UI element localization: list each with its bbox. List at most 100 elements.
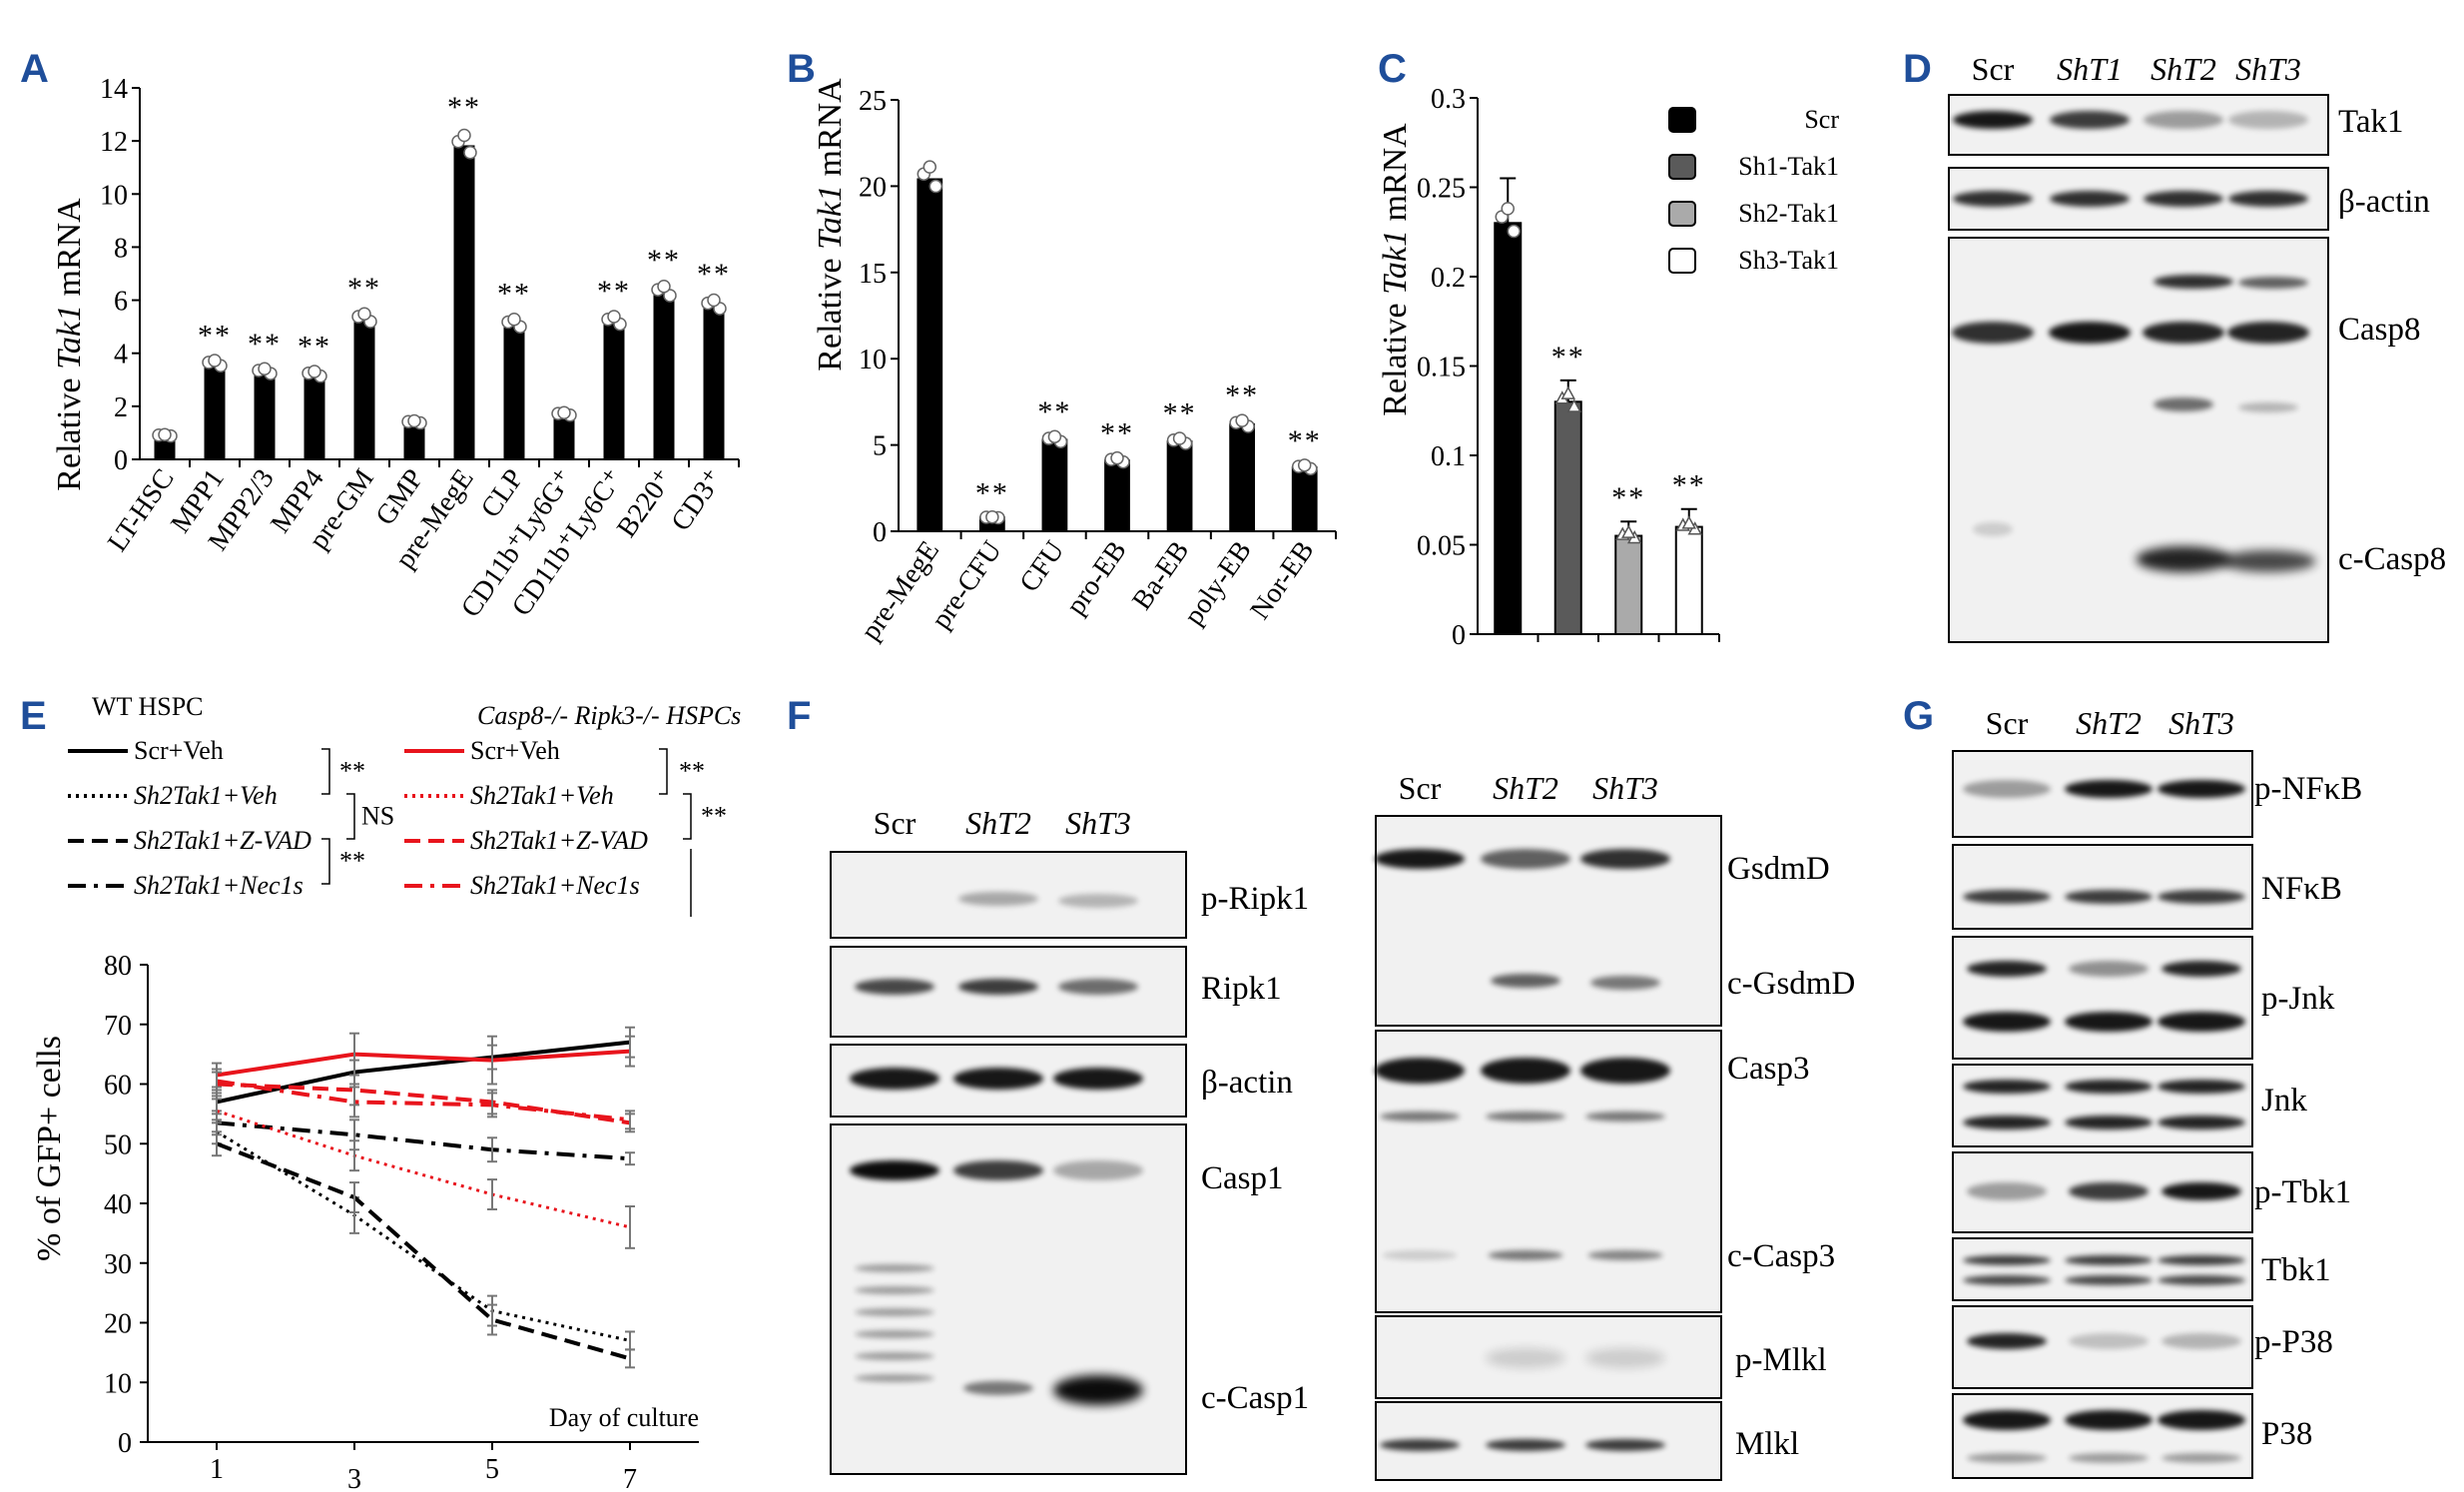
y-tick-label: 25 — [859, 86, 887, 117]
series-line — [216, 1079, 631, 1122]
band — [1585, 1439, 1665, 1451]
band — [2161, 1182, 2241, 1200]
significance-mark: ** — [1163, 397, 1197, 430]
band-label: β-actin — [1201, 1065, 1293, 1101]
band — [2144, 191, 2223, 207]
lane-label: ShT3 — [2235, 51, 2301, 87]
y-tick-label: 5 — [873, 431, 887, 462]
chart-a: 0 2 4 6 8 10 12 14 ** ** ** ** ** ** ** ** ** LT-HSCMPP… — [51, 74, 740, 623]
band — [1967, 961, 2047, 977]
band — [2157, 890, 2245, 904]
blot-d-band-labels: Tak1 β-actin Casp8 c-Casp8 — [2338, 104, 2446, 577]
significance-label: ** — [339, 847, 365, 876]
lane-label: ShT3 — [1065, 805, 1131, 841]
panel-label-g: G — [1903, 694, 1934, 738]
legend-swatch — [1668, 201, 1696, 227]
significance-label: ** — [339, 757, 365, 786]
blot-strip — [830, 1123, 1187, 1475]
band-label: Casp8 — [2338, 312, 2421, 348]
band — [2157, 1116, 2245, 1129]
blot-f-left-lane-labels: Scr ShT2 ShT3 — [874, 805, 1131, 841]
band — [1963, 1080, 2051, 1094]
band-label: Casp1 — [1201, 1160, 1284, 1196]
y-tick-label: 0.15 — [1417, 353, 1466, 383]
band — [1953, 191, 2033, 207]
band — [1488, 1250, 1563, 1260]
band — [1952, 322, 2034, 344]
panel-label-b: B — [787, 47, 816, 91]
significance-mark: ** — [697, 258, 731, 291]
replicate-point — [663, 289, 677, 303]
significance-mark: ** — [198, 320, 232, 353]
replicate-point — [308, 365, 321, 378]
significance-mark: ** — [1672, 469, 1706, 502]
y-tick-label: 0.3 — [1431, 84, 1466, 115]
category-label: Nor-EB — [1245, 535, 1321, 625]
chart-e-legend: WT HSPC Casp8-/- Ripk3-/- HSPCs Scr+Veh Sh2… — [68, 692, 741, 917]
band — [1580, 849, 1670, 869]
band — [1973, 522, 2013, 536]
significance-mark: ** — [1100, 417, 1134, 450]
y-tick-label: 2 — [114, 392, 128, 423]
blot-g-lane-labels: Scr ShT2 ShT3 — [1986, 705, 2234, 741]
significance-mark: ** — [597, 275, 631, 308]
bar — [453, 145, 475, 460]
replicate-point — [507, 312, 521, 327]
chart-e-xlabel: Day of culture — [549, 1403, 699, 1432]
band — [2065, 1080, 2153, 1094]
significance-bracket — [683, 793, 692, 840]
y-tick-label: 10 — [104, 1368, 132, 1399]
band — [1963, 1255, 2051, 1265]
y-tick-label: 0 — [118, 1428, 132, 1459]
blot-f-right-band-labels: GsdmD c-GsdmD Casp3 c-Casp3 p-Mlkl Mlkl — [1727, 851, 1855, 1462]
band — [2157, 1080, 2245, 1094]
blot-f-left-band-labels: p-Ripk1 Ripk1 β-actin Casp1 c-Casp1 — [1201, 881, 1309, 1416]
y-tick-label: 40 — [104, 1189, 132, 1220]
panel-label-c: C — [1378, 47, 1407, 91]
y-tick-label: 50 — [104, 1129, 132, 1160]
replicate-point — [1501, 202, 1515, 216]
significance-mark: ** — [1037, 395, 1071, 428]
chart-b-bars: ** ** ** ** ** ** — [917, 160, 1320, 533]
band — [1963, 1410, 2051, 1430]
replicate-point — [158, 427, 172, 441]
blot-f-right-strips — [1375, 815, 1722, 1481]
y-tick-label: 0.1 — [1431, 441, 1466, 472]
band — [2069, 1453, 2149, 1463]
chart-c-bars: ** ** ** — [1494, 177, 1706, 636]
blot-g-strips — [1952, 750, 2253, 1479]
y-tick-label: 14 — [100, 74, 128, 105]
band-label: p-Mlkl — [1735, 1342, 1827, 1378]
significance-mark: ** — [298, 331, 331, 364]
y-tick-label: 80 — [104, 951, 132, 982]
y-tick-label: 60 — [104, 1071, 132, 1102]
band — [850, 1160, 939, 1180]
significance-bracket — [659, 748, 668, 795]
significance-bracket — [321, 748, 330, 795]
lane-label: ShT2 — [2151, 51, 2216, 87]
band — [2227, 322, 2309, 344]
y-tick-label: 0 — [114, 445, 128, 476]
replicate-point — [407, 413, 421, 428]
band-label: c-Casp8 — [2338, 541, 2446, 577]
band — [1375, 849, 1465, 869]
band — [2049, 322, 2131, 344]
replicate-point — [1297, 458, 1312, 472]
band — [1967, 1182, 2047, 1200]
series-line — [216, 1049, 631, 1078]
bar — [1041, 438, 1068, 532]
band — [1380, 1439, 1460, 1451]
significance-bracket — [346, 793, 355, 840]
significance-label: ** — [701, 802, 727, 831]
band — [2157, 780, 2245, 798]
band-label: p-Ripk1 — [1201, 881, 1309, 917]
band — [1481, 849, 1570, 869]
band — [2161, 961, 2241, 977]
panel-label-d: D — [1903, 47, 1932, 91]
legend-swatch — [1668, 154, 1696, 180]
y-tick-label: 4 — [114, 340, 128, 371]
blot-strip — [1952, 1237, 2253, 1301]
chart-e-ylabel: % of GFP+ cells — [31, 1036, 68, 1261]
